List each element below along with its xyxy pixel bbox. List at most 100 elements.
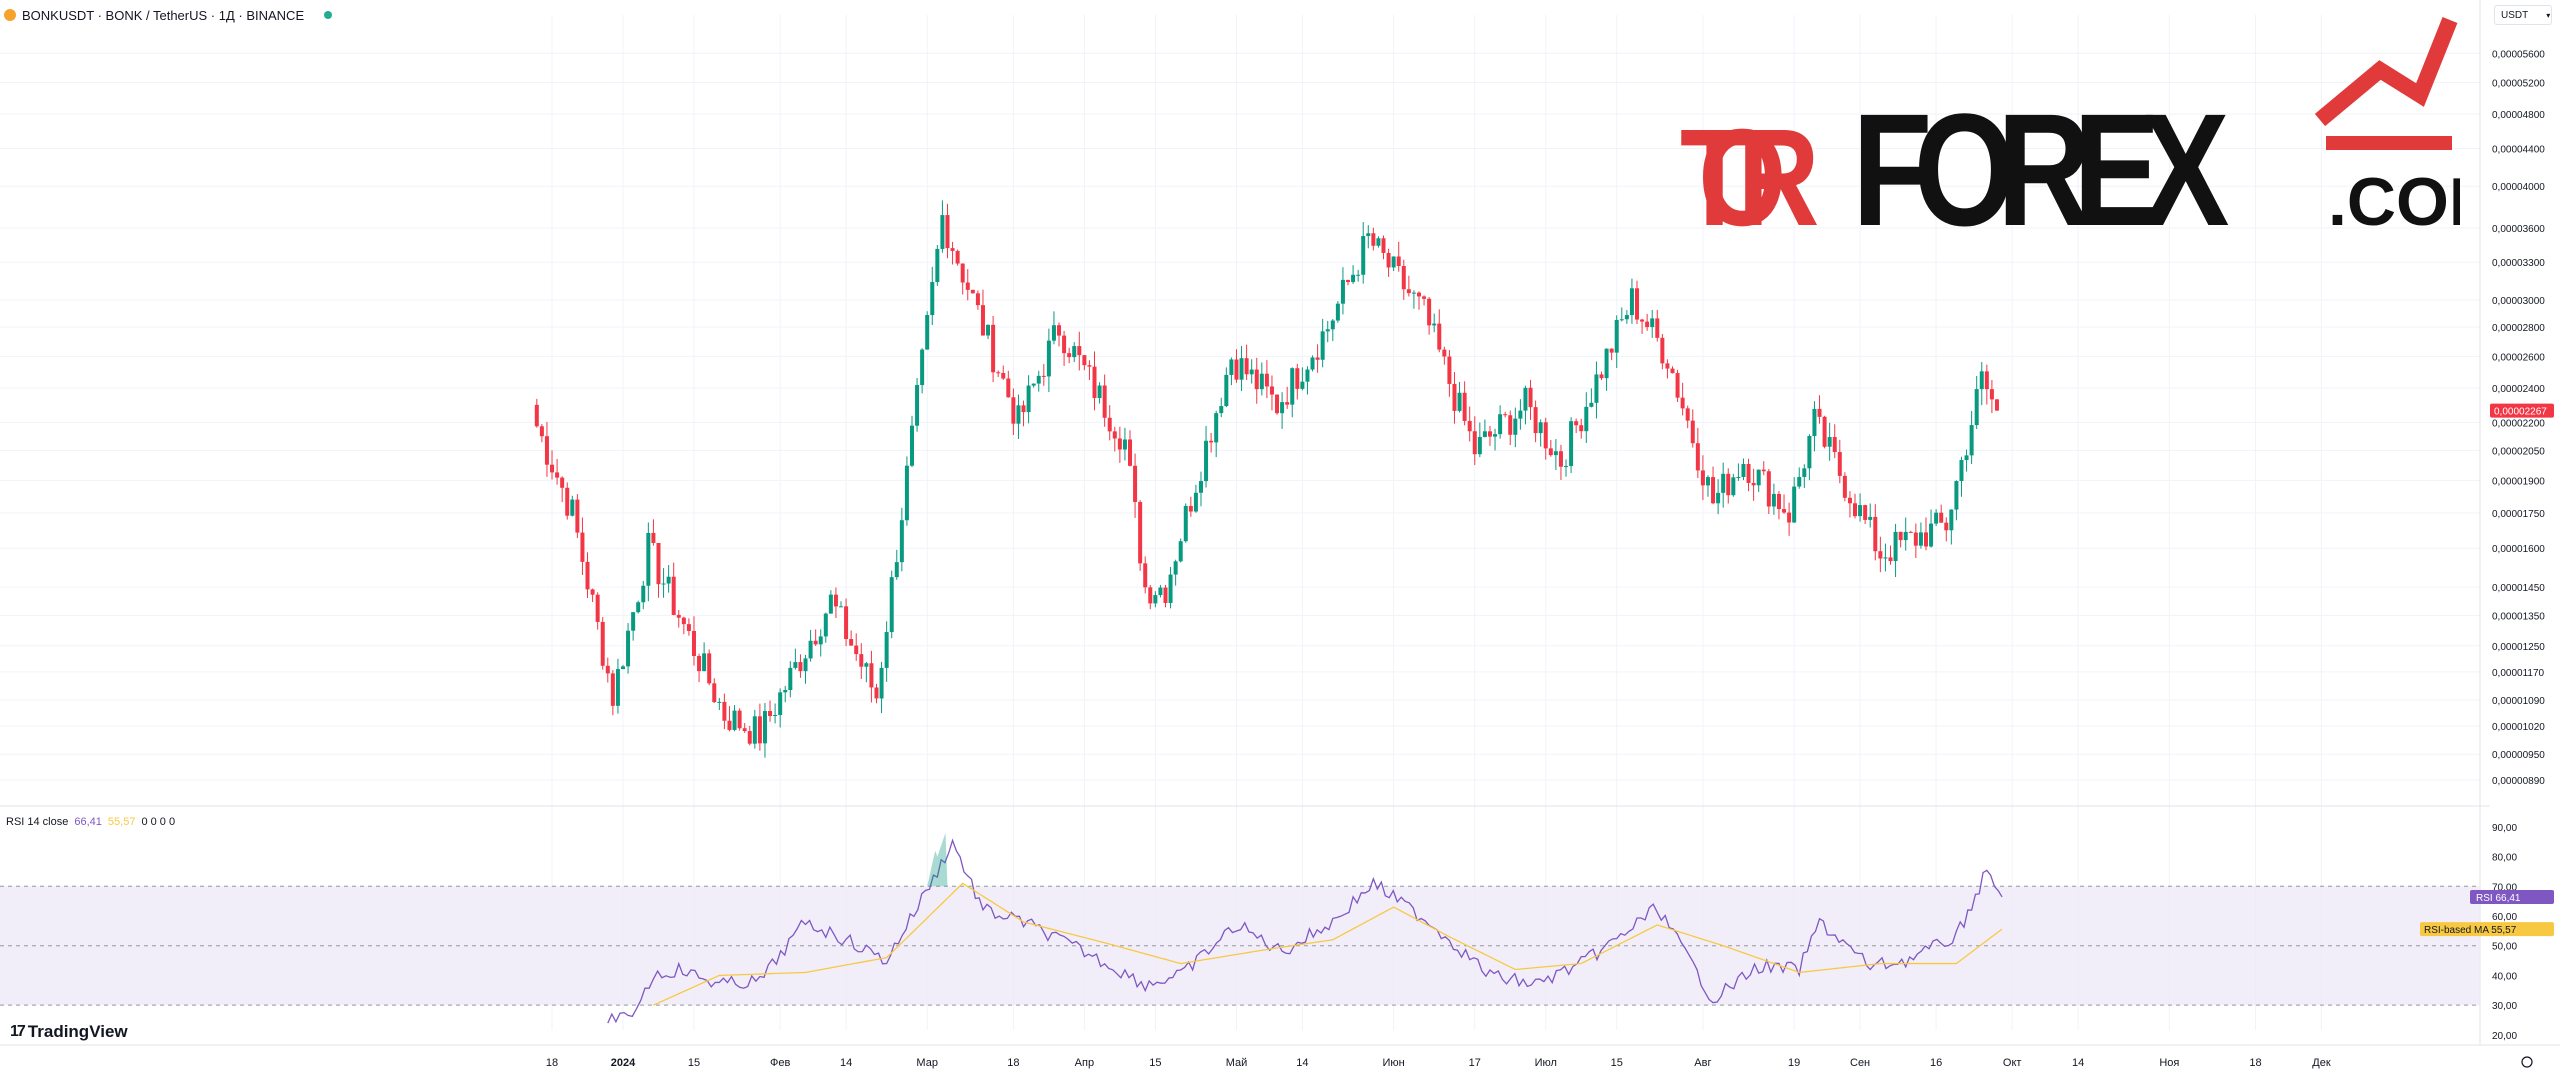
candle-body [1396, 256, 1401, 267]
rsi-tick-label: 40,00 [2492, 971, 2517, 982]
candle-body [595, 594, 600, 622]
bonk-coin-icon [4, 9, 16, 21]
y-tick-label: 0,00002200 [2492, 418, 2545, 429]
candle-body [1523, 387, 1528, 411]
candle-body [570, 499, 575, 516]
rsi-tick-label: 80,00 [2492, 853, 2517, 864]
x-tick-label: Окт [2003, 1057, 2022, 1069]
candle-body [980, 305, 985, 336]
candle-body [1092, 366, 1097, 399]
rsi-ma-legend-value: 55,57 [107, 816, 136, 828]
candle-body [1528, 387, 1533, 408]
candle-body [1330, 320, 1335, 330]
candle-body [1229, 359, 1234, 375]
rsi-legend-extra: 0 0 0 0 [141, 816, 176, 828]
y-tick-label: 0,00001170 [2492, 668, 2545, 679]
candle-body [1158, 587, 1163, 596]
y-tick-label: 0,00001350 [2492, 611, 2545, 622]
candle-body [1969, 425, 1974, 456]
y-tick-label: 0,00002050 [2492, 446, 2545, 457]
rsi-legend[interactable]: RSI 14 close 66,41 55,57 0 0 0 0 [6, 816, 175, 828]
candle-body [737, 710, 742, 729]
candle-body [1827, 437, 1832, 447]
candle-body [1148, 587, 1153, 604]
candle-body [1285, 402, 1290, 405]
candle-body [1472, 431, 1477, 455]
currency-button[interactable]: USDT ▾ [2494, 5, 2552, 25]
candle-body [1837, 452, 1842, 476]
candle-body [757, 716, 762, 744]
candle-body [656, 542, 661, 585]
candle-body [1994, 399, 1999, 411]
candle-body [1067, 353, 1072, 358]
y-tick-label: 0,00004400 [2492, 145, 2545, 156]
candle-body [986, 324, 991, 336]
candle-body [859, 654, 864, 667]
candle-body [671, 576, 676, 615]
y-tick-label: 0,00002600 [2492, 352, 2545, 363]
candle-body [712, 683, 717, 703]
last-price-label: 0,00002267 [2494, 407, 2547, 418]
candle-body [1432, 323, 1437, 326]
rsi-overbought-fill [927, 832, 948, 887]
candle-body [1391, 256, 1396, 268]
x-tick-label: 18 [2249, 1057, 2261, 1069]
candle-body [1305, 369, 1310, 382]
candle-body [1776, 493, 1781, 510]
candle-body [1447, 356, 1452, 384]
candle-body [1452, 383, 1457, 411]
x-tick-label: 18 [546, 1057, 558, 1069]
settings-gear-icon [2521, 1056, 2533, 1068]
tradingview-logo[interactable]: 17 TradingView [10, 1022, 128, 1042]
x-tick-label: Апр [1075, 1057, 1094, 1069]
y-tick-label: 0,00004800 [2492, 110, 2545, 121]
candle-body [1269, 386, 1274, 395]
candle-body [935, 248, 940, 283]
candle-body [1462, 392, 1467, 421]
candle-body [864, 663, 869, 667]
market-status-icon [324, 11, 333, 19]
candle-body [1888, 557, 1893, 562]
symbol-header[interactable]: BONKUSDT · BONK / TetherUS · 1Д · BINANC… [4, 4, 333, 26]
candle-body [1589, 402, 1594, 407]
y-tick-label: 0,00001450 [2492, 583, 2545, 594]
x-tick-label: 15 [1611, 1057, 1623, 1069]
candle-body [1949, 509, 1954, 531]
candle-body [691, 630, 696, 656]
x-tick-label: 19 [1788, 1057, 1800, 1069]
y-tick-label: 0,00001020 [2492, 722, 2545, 733]
x-tick-label: Май [1226, 1057, 1248, 1069]
candle-body [1143, 563, 1148, 588]
candle-body [1264, 373, 1269, 387]
candle-body [1117, 438, 1122, 450]
candle-body [828, 594, 833, 614]
candle-body [1487, 431, 1492, 437]
candle-body [1604, 348, 1609, 379]
candle-body [920, 349, 925, 386]
candle-body [1751, 482, 1756, 486]
x-tick-label: Авг [1694, 1057, 1711, 1069]
candle-body [869, 663, 874, 688]
candle-body [1614, 319, 1619, 353]
y-tick-label: 0,00001090 [2492, 696, 2545, 707]
candle-body [945, 215, 950, 249]
y-tick-label: 0,00002400 [2492, 384, 2545, 395]
candle-body [615, 669, 620, 706]
candle-body [778, 692, 783, 715]
candle-body [1214, 413, 1219, 443]
candle-body [1351, 274, 1356, 283]
candle-body [1984, 371, 1989, 390]
candle-body [844, 606, 849, 640]
candle-body [1680, 397, 1685, 409]
candle-body [884, 632, 889, 668]
rsi-ma-value-tag-label: RSI-based MA 55,57 [2424, 925, 2517, 936]
candle-body [1711, 477, 1716, 504]
candle-body [1782, 509, 1787, 513]
candle-body [1300, 381, 1305, 389]
candle-body [1346, 279, 1351, 283]
candle-body [1883, 557, 1888, 559]
candle-body [889, 577, 894, 633]
candle-body [909, 425, 914, 466]
candle-body [1721, 473, 1726, 493]
